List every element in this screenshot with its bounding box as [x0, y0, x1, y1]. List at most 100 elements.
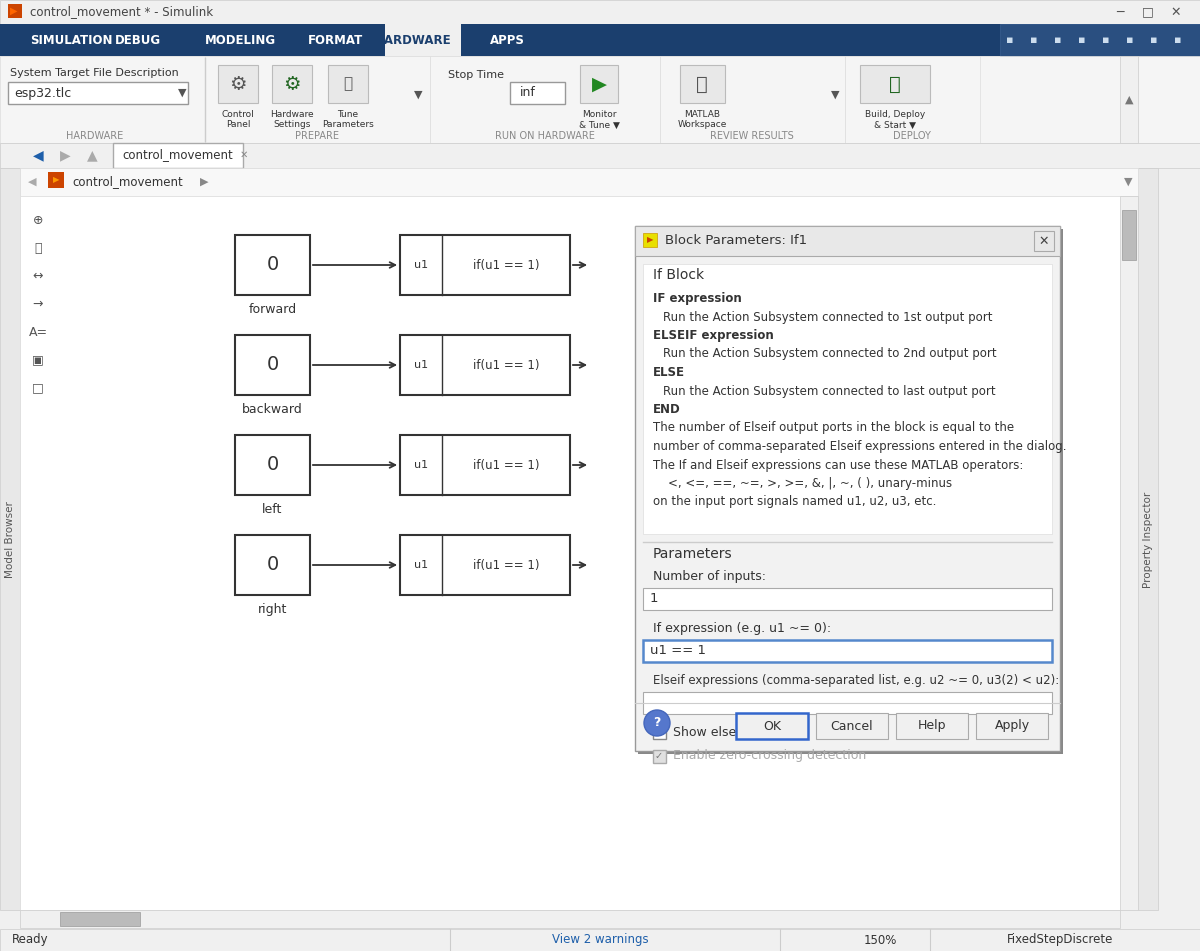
- Text: <, <=, ==, ~=, >, >=, &, |, ~, ( ), unary-minus: <, <=, ==, ~=, >, >=, &, |, ~, ( ), unar…: [653, 477, 952, 490]
- Bar: [113, 143, 242, 168]
- Text: ⬜: ⬜: [35, 242, 42, 255]
- Bar: [400, 435, 570, 495]
- Text: ▪: ▪: [1007, 35, 1014, 45]
- Bar: [8, 82, 188, 104]
- Bar: [430, 56, 660, 143]
- Bar: [643, 640, 1052, 662]
- Text: ◀: ◀: [28, 177, 36, 187]
- Text: If Block: If Block: [653, 268, 704, 282]
- Text: number of comma-separated Elseif expressions entered in the dialog.: number of comma-separated Elseif express…: [653, 440, 1067, 453]
- Bar: [660, 56, 845, 143]
- Bar: [643, 233, 658, 247]
- Text: 📋: 📋: [696, 74, 708, 93]
- Text: u1: u1: [414, 460, 428, 470]
- Bar: [653, 726, 666, 739]
- Text: ✕: ✕: [1171, 6, 1181, 18]
- Text: if(u1 == 1): if(u1 == 1): [473, 359, 539, 372]
- Text: Apply: Apply: [995, 720, 1030, 732]
- Bar: [1120, 196, 1138, 910]
- Bar: [235, 535, 310, 595]
- Text: Stop Time: Stop Time: [448, 70, 504, 80]
- Text: View 2 warnings: View 2 warnings: [552, 934, 648, 946]
- Bar: [976, 713, 1048, 739]
- Bar: [845, 56, 980, 143]
- Text: ▼: ▼: [178, 88, 186, 98]
- Text: MODELING: MODELING: [205, 33, 276, 47]
- Text: SIMULATION: SIMULATION: [30, 33, 113, 47]
- Bar: [643, 692, 1052, 714]
- Text: ⚙: ⚙: [283, 74, 301, 93]
- Text: ▲: ▲: [86, 148, 97, 162]
- Text: □: □: [32, 381, 44, 395]
- Bar: [638, 229, 1063, 754]
- Text: ─: ─: [1116, 6, 1123, 18]
- Text: right: right: [258, 603, 287, 616]
- Text: MATLAB
Workspace: MATLAB Workspace: [677, 110, 727, 129]
- Text: ▪: ▪: [1055, 35, 1062, 45]
- Bar: [635, 226, 1060, 256]
- Text: ▶: ▶: [60, 148, 71, 162]
- Bar: [580, 65, 618, 103]
- Text: FORMAT: FORMAT: [308, 33, 364, 47]
- Bar: [0, 143, 1200, 168]
- Bar: [643, 264, 1052, 534]
- Text: ▪: ▪: [1151, 35, 1158, 45]
- Text: u1 == 1: u1 == 1: [650, 645, 706, 657]
- Bar: [896, 713, 968, 739]
- Text: control_movement * - Simulink: control_movement * - Simulink: [30, 6, 214, 18]
- Bar: [0, 56, 1200, 143]
- Text: □: □: [1142, 6, 1154, 18]
- Bar: [400, 535, 570, 595]
- Text: FixedStepDiscrete: FixedStepDiscrete: [1007, 934, 1114, 946]
- Text: →: →: [32, 298, 43, 310]
- Text: ELSE: ELSE: [653, 366, 685, 379]
- Text: u1: u1: [414, 560, 428, 570]
- Text: if(u1 == 1): if(u1 == 1): [473, 259, 539, 271]
- Bar: [0, 24, 1200, 56]
- Text: Run the Action Subsystem connected to 1st output port: Run the Action Subsystem connected to 1s…: [662, 310, 992, 323]
- Text: Cancel: Cancel: [830, 720, 874, 732]
- Text: left: left: [263, 503, 283, 516]
- Text: APPS: APPS: [490, 33, 524, 47]
- Bar: [385, 24, 461, 56]
- Bar: [680, 65, 725, 103]
- Bar: [60, 912, 140, 926]
- Bar: [1122, 210, 1136, 260]
- Text: DEBUG: DEBUG: [115, 33, 161, 47]
- Text: esp32.tlc: esp32.tlc: [14, 87, 71, 100]
- Text: Control
Panel: Control Panel: [222, 110, 254, 129]
- Text: inf: inf: [520, 87, 536, 100]
- Bar: [0, 0, 1200, 24]
- Bar: [736, 713, 808, 739]
- Text: ▼: ▼: [830, 90, 839, 100]
- Text: The If and Elseif expressions can use these MATLAB operators:: The If and Elseif expressions can use th…: [653, 458, 1024, 472]
- Bar: [400, 235, 570, 295]
- Text: RUN ON HARDWARE: RUN ON HARDWARE: [496, 131, 595, 141]
- Text: Ready: Ready: [12, 934, 49, 946]
- Text: Enable zero-crossing detection: Enable zero-crossing detection: [673, 749, 866, 763]
- Bar: [400, 335, 570, 395]
- Text: ?: ?: [653, 716, 661, 729]
- Text: ▼: ▼: [414, 90, 422, 100]
- Text: END: END: [653, 403, 680, 416]
- Text: Number of inputs:: Number of inputs:: [653, 570, 766, 583]
- Text: OK: OK: [763, 720, 781, 732]
- Text: ▪: ▪: [1079, 35, 1086, 45]
- Text: Run the Action Subsystem connected to 2nd output port: Run the Action Subsystem connected to 2n…: [662, 347, 997, 360]
- Text: HARDWARE: HARDWARE: [374, 33, 451, 47]
- Text: ✕: ✕: [238, 150, 248, 160]
- Text: 0: 0: [266, 456, 278, 475]
- Text: ELSEIF expression: ELSEIF expression: [653, 329, 774, 342]
- Text: ⊕: ⊕: [32, 214, 43, 226]
- Text: Tune
Parameters: Tune Parameters: [322, 110, 374, 129]
- Text: ▼: ▼: [1123, 177, 1133, 187]
- Text: 📊: 📊: [343, 76, 353, 91]
- Text: forward: forward: [248, 303, 296, 316]
- Text: The number of Elseif output ports in the block is equal to the: The number of Elseif output ports in the…: [653, 421, 1014, 435]
- Bar: [218, 65, 258, 103]
- Bar: [1120, 56, 1138, 143]
- Text: Monitor
& Tune ▼: Monitor & Tune ▼: [578, 110, 619, 129]
- Text: control_movement: control_movement: [72, 176, 182, 188]
- Text: ◀: ◀: [32, 148, 43, 162]
- Text: Hardware
Settings: Hardware Settings: [270, 110, 314, 129]
